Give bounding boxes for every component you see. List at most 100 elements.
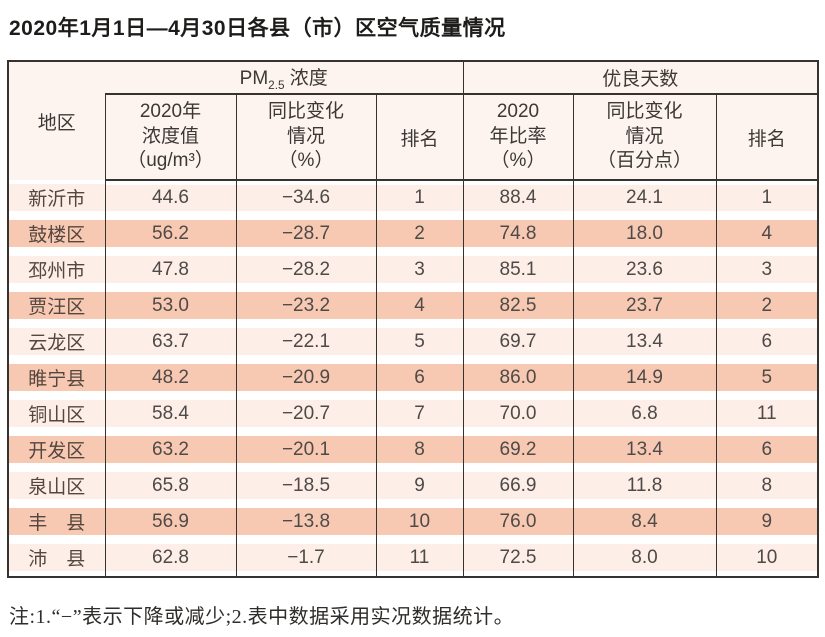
pm-rank-cell: 1 (375, 180, 463, 216)
sub-header-row: 2020年 浓度值 （ug/m³） 同比变化 情况 （%） 排名 2020 年比… (8, 94, 819, 181)
pm-value-cell: 63.2 (104, 432, 236, 468)
region-cell: 邳州市 (8, 252, 105, 288)
region-cell: 丰 县 (8, 504, 105, 540)
column-group-pm25: PM2.5 浓度 (105, 61, 463, 95)
pm-rank-cell: 7 (375, 396, 463, 432)
gd-change-cell: 13.4 (572, 324, 716, 360)
pm-value-cell: 62.8 (104, 540, 236, 577)
pm-value-cell: 56.9 (104, 504, 236, 540)
pm25-label-rest: 浓度 (284, 68, 328, 90)
gd-rate-cell: 66.9 (462, 468, 573, 504)
page-title: 2020年1月1日—4月30日各县（市）区空气质量情况 (9, 17, 506, 40)
gd-rank-cell: 1 (715, 180, 819, 216)
table-row: 贾汪区 53.0 −23.2 4 82.5 23.7 2 (8, 288, 819, 324)
gd-change-cell: 11.8 (572, 468, 716, 504)
gd-change-cell: 14.9 (572, 360, 716, 396)
gd-rate-cell: 72.5 (462, 540, 573, 577)
table-row: 沛 县 62.8 −1.7 11 72.5 8.0 10 (8, 540, 819, 577)
gd-rate-cell: 69.7 (462, 324, 573, 360)
gd-rate-cell: 70.0 (462, 396, 573, 432)
region-cell: 云龙区 (8, 324, 105, 360)
pm-rank-cell: 2 (375, 216, 463, 252)
pm-change-cell: −20.1 (235, 432, 376, 468)
pm-rank-cell: 3 (375, 252, 463, 288)
gd-rate-cell: 69.2 (462, 432, 573, 468)
column-header-pm-change: 同比变化 情况 （%） (235, 94, 376, 181)
column-header-gd-change: 同比变化 情况 （百分点） (572, 94, 716, 181)
column-group-good-days: 优良天数 (462, 61, 819, 95)
gd-rate-cell: 74.8 (462, 216, 573, 252)
gd-change-cell: 23.7 (572, 288, 716, 324)
gd-rank-cell: 8 (715, 468, 819, 504)
column-header-pm-value: 2020年 浓度值 （ug/m³） (104, 94, 236, 181)
pm-rank-cell: 4 (375, 288, 463, 324)
pm-rank-cell: 10 (375, 504, 463, 540)
pm-value-cell: 47.8 (104, 252, 236, 288)
gd-rank-cell: 11 (715, 396, 819, 432)
pm-rank-cell: 6 (375, 360, 463, 396)
table-body: 新沂市 44.6 −34.6 1 88.4 24.1 1 鼓楼区 56.2 −2… (8, 180, 819, 577)
gd-rate-cell: 76.0 (462, 504, 573, 540)
gd-rank-cell: 6 (715, 324, 819, 360)
table-row: 云龙区 63.7 −22.1 5 69.7 13.4 6 (8, 324, 819, 360)
pm25-label-subscript: 2.5 (268, 78, 285, 92)
gd-rank-cell: 3 (715, 252, 819, 288)
region-cell: 新沂市 (8, 180, 105, 216)
table-header: 地区 PM2.5 浓度 优良天数 2020年 浓度值 （ug/m³） 同比变化 … (8, 61, 819, 181)
region-cell: 泉山区 (8, 468, 105, 504)
pm-value-cell: 56.2 (104, 216, 236, 252)
region-cell: 贾汪区 (8, 288, 105, 324)
pm-change-cell: −23.2 (235, 288, 376, 324)
gd-rate-cell: 85.1 (462, 252, 573, 288)
gd-change-cell: 24.1 (572, 180, 716, 216)
region-cell: 开发区 (8, 432, 105, 468)
gd-change-cell: 8.0 (572, 540, 716, 577)
pm-change-cell: −34.6 (235, 180, 376, 216)
pm-change-cell: −22.1 (235, 324, 376, 360)
pm-rank-cell: 11 (375, 540, 463, 577)
pm-rank-cell: 9 (375, 468, 463, 504)
table-row: 邳州市 47.8 −28.2 3 85.1 23.6 3 (8, 252, 819, 288)
gd-change-cell: 23.6 (572, 252, 716, 288)
pm-value-cell: 58.4 (104, 396, 236, 432)
table-row: 泉山区 65.8 −18.5 9 66.9 11.8 8 (8, 468, 819, 504)
pm-change-cell: −20.7 (235, 396, 376, 432)
gd-change-cell: 18.0 (572, 216, 716, 252)
gd-rate-cell: 82.5 (462, 288, 573, 324)
column-header-gd-rank: 排名 (715, 94, 819, 181)
pm-value-cell: 48.2 (104, 360, 236, 396)
pm-value-cell: 65.8 (104, 468, 236, 504)
pm-value-cell: 44.6 (104, 180, 236, 216)
region-cell: 沛 县 (8, 540, 105, 577)
footnote: 注:1.“−”表示下降或减少;2.表中数据采用实况数据统计。 (9, 606, 515, 628)
table-row: 铜山区 58.4 −20.7 7 70.0 6.8 11 (8, 396, 819, 432)
table-row: 睢宁县 48.2 −20.9 6 86.0 14.9 5 (8, 360, 819, 396)
pm-value-cell: 53.0 (104, 288, 236, 324)
table-row: 丰 县 56.9 −13.8 10 76.0 8.4 9 (8, 504, 819, 540)
gd-rate-cell: 86.0 (462, 360, 573, 396)
gd-change-cell: 6.8 (572, 396, 716, 432)
column-header-gd-rate: 2020 年比率 （%） (462, 94, 573, 181)
pm-change-cell: −13.8 (235, 504, 376, 540)
gd-rank-cell: 10 (715, 540, 819, 577)
pm-rank-cell: 8 (375, 432, 463, 468)
pm-value-cell: 63.7 (104, 324, 236, 360)
gd-rank-cell: 4 (715, 216, 819, 252)
pm-rank-cell: 5 (375, 324, 463, 360)
column-header-pm-rank: 排名 (375, 94, 463, 181)
pm-change-cell: −28.7 (235, 216, 376, 252)
gd-rank-cell: 6 (715, 432, 819, 468)
pm25-label-base: PM (239, 68, 269, 90)
table-row: 新沂市 44.6 −34.6 1 88.4 24.1 1 (8, 180, 819, 216)
gd-rate-cell: 88.4 (462, 180, 573, 216)
region-cell: 鼓楼区 (8, 216, 105, 252)
gd-change-cell: 8.4 (572, 504, 716, 540)
pm-change-cell: −20.9 (235, 360, 376, 396)
pm-change-cell: −28.2 (235, 252, 376, 288)
region-cell: 睢宁县 (8, 360, 105, 396)
table-row: 开发区 63.2 −20.1 8 69.2 13.4 6 (8, 432, 819, 468)
gd-rank-cell: 9 (715, 504, 819, 540)
gd-rank-cell: 2 (715, 288, 819, 324)
gd-change-cell: 13.4 (572, 432, 716, 468)
